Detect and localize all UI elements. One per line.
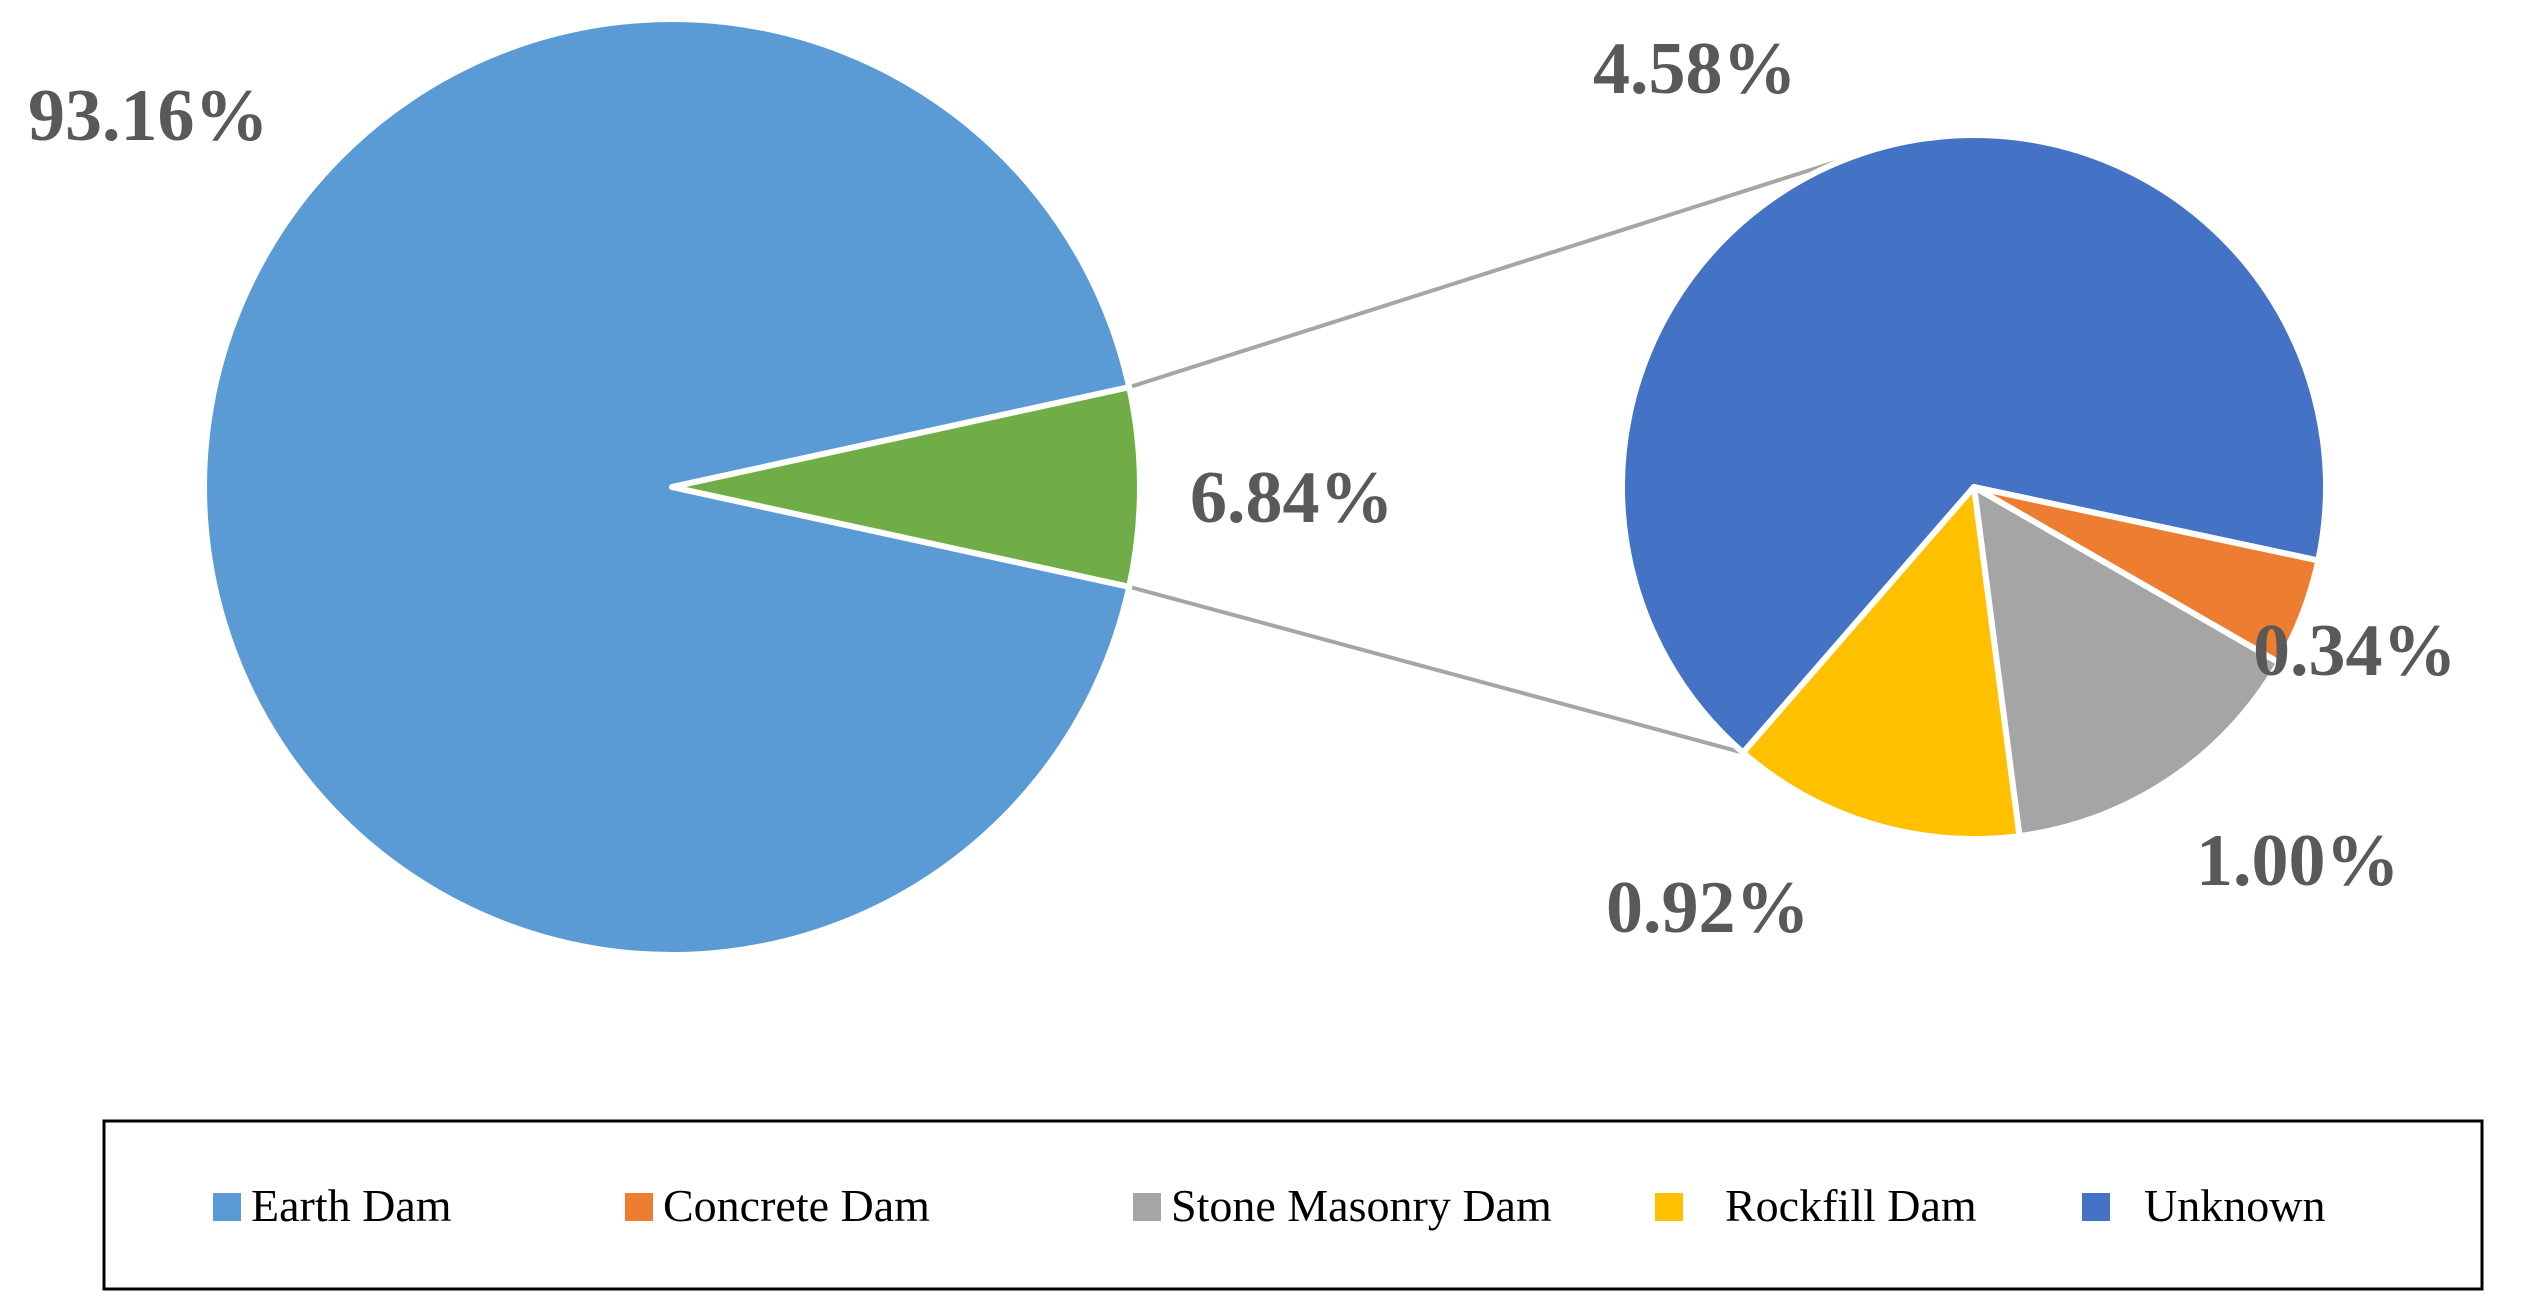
legend-item-stone-masonry-dam: Stone Masonry Dam <box>1133 1180 1552 1231</box>
pie-slice-unknown <box>1619 132 2329 756</box>
data-label-stone-masonry-dam: 1.00% <box>2196 820 2400 902</box>
pie-slice-stone-masonry-dam <box>1971 484 2282 840</box>
data-label-rockfill-dam: 0.92% <box>1606 867 1810 949</box>
legend-label-concrete-dam: Concrete Dam <box>663 1180 930 1231</box>
data-label-unknown: 4.58% <box>1593 28 1797 110</box>
legend-label-earth-dam: Earth Dam <box>251 1180 452 1231</box>
data-label-earth-dam: 93.16% <box>28 75 269 157</box>
legend-swatch-rockfill-dam <box>1655 1193 1683 1221</box>
legend-label-unknown: Unknown <box>2144 1180 2325 1231</box>
legend-swatch-earth-dam <box>213 1193 241 1221</box>
connector-line-top <box>1128 154 1855 390</box>
legend: Earth Dam Concrete Dam Stone Masonry Dam Ro… <box>102 1119 2484 1291</box>
data-label-other: 6.84% <box>1190 457 1394 539</box>
legend-items: Earth Dam Concrete Dam Stone Masonry Dam Ro… <box>213 1180 2325 1231</box>
pie-slice-rockfill-dam <box>1740 484 2023 842</box>
main-pie <box>201 16 1144 958</box>
connector-lines <box>1128 154 1855 755</box>
legend-label-stone-masonry-dam: Stone Masonry Dam <box>1171 1180 1552 1231</box>
secondary-pie <box>1619 132 2329 842</box>
legend-item-rockfill-dam: Rockfill Dam <box>1655 1180 1977 1231</box>
legend-item-concrete-dam: Concrete Dam <box>625 1180 930 1231</box>
legend-item-earth-dam: Earth Dam <box>213 1180 452 1231</box>
legend-swatch-concrete-dam <box>625 1193 653 1221</box>
legend-label-rockfill-dam: Rockfill Dam <box>1725 1180 1977 1231</box>
legend-swatch-unknown <box>2082 1193 2110 1221</box>
data-label-concrete-dam: 0.34% <box>2253 610 2457 692</box>
connector-line-bottom <box>1128 584 1744 755</box>
legend-swatch-stone-masonry-dam <box>1133 1193 1161 1221</box>
pie-slice-earth-dam <box>201 16 1133 958</box>
pie-slice-other <box>669 384 1144 590</box>
legend-item-unknown: Unknown <box>2082 1180 2325 1231</box>
legend-border <box>102 1119 2484 1291</box>
